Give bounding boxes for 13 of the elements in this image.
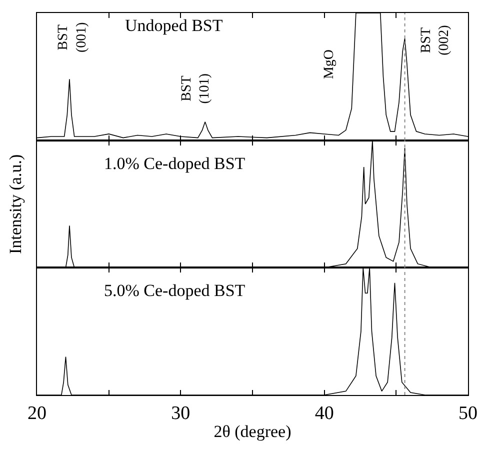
x-axis-title: 2θ (degree) [214, 422, 292, 442]
annotation: BST (001) [56, 22, 90, 53]
x-tick-label: 30 [171, 402, 190, 424]
annotation: Undoped BST [125, 16, 224, 35]
annotation: BST (002) [418, 24, 452, 56]
annotation: MgO [322, 49, 338, 80]
y-axis-title: Intensity (a.u.) [6, 154, 25, 254]
annotation: 1.0% Ce-doped BST [104, 154, 246, 173]
annotation: BST (101) [179, 73, 213, 104]
x-tick-label: 50 [458, 402, 478, 424]
x-tick-label: 40 [314, 402, 334, 424]
annotation: 5.0% Ce-doped BST [104, 281, 246, 300]
x-tick-label: 20 [28, 402, 46, 424]
